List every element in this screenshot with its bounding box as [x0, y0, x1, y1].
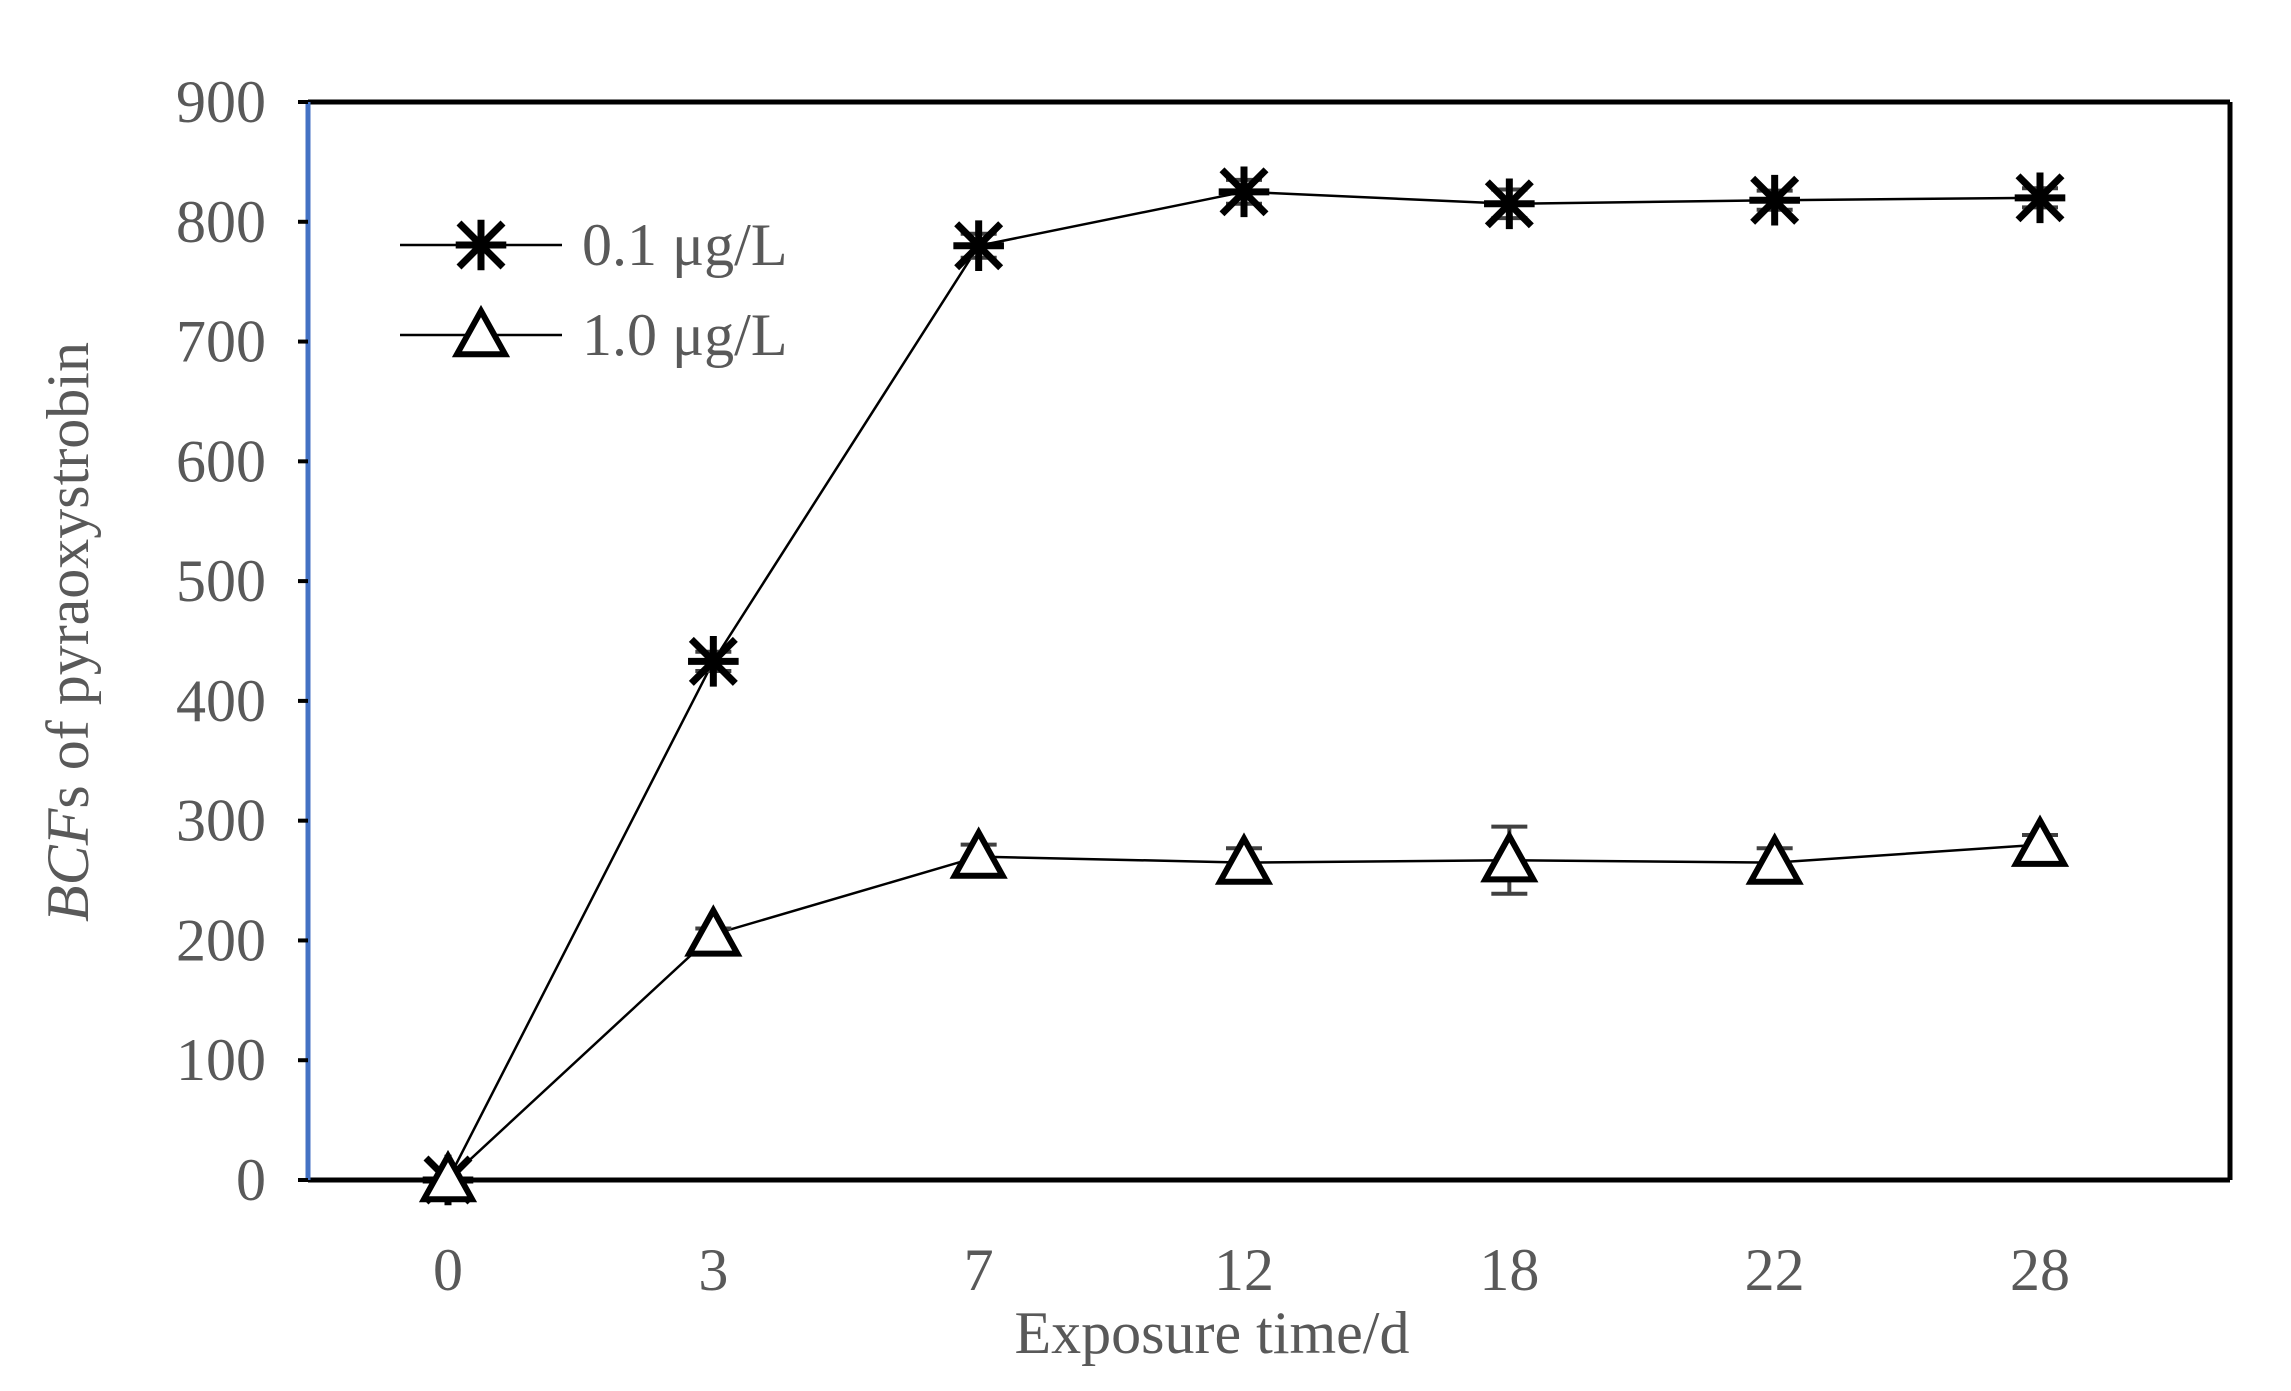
data-point-asterisk: [953, 220, 1004, 272]
x-tick-label: 22: [1745, 1237, 1805, 1303]
data-point-triangle: [1745, 832, 1804, 885]
y-tick-label: 0: [236, 1147, 266, 1213]
data-point-asterisk: [1218, 166, 1270, 218]
legend-item-1: 1.0 μg/L: [400, 302, 788, 368]
data-point-triangle: [2010, 814, 2070, 867]
legend-label: 0.1 μg/L: [582, 212, 788, 278]
x-tick-label: 18: [1479, 1237, 1539, 1303]
data-point-triangle: [418, 1149, 478, 1203]
series-line: [447, 843, 2041, 1181]
y-tick-label: 200: [176, 907, 266, 973]
y-tick-label: 600: [176, 428, 266, 494]
series-layer: [418, 166, 2070, 1206]
y-tick-label: 400: [176, 668, 266, 734]
data-point-asterisk: [2014, 172, 2066, 224]
legend-label: 1.0 μg/L: [582, 302, 788, 368]
tick-label-layer: 0 100 200 300 400 500 600 700 800 900 0 3 7 12 18 22 28: [176, 69, 2070, 1303]
y-tick-label: 700: [176, 309, 266, 375]
data-point-asterisk: [1484, 178, 1535, 230]
data-point-asterisk: [1749, 174, 1800, 226]
y-axis-title-rest: s of pyraoxystrobin: [35, 342, 101, 809]
y-tick-label: 900: [176, 69, 266, 135]
y-tick-label: 300: [176, 788, 266, 854]
x-tick-label: 3: [698, 1237, 728, 1303]
axis-layer: [298, 99, 2233, 1183]
y-tick-label: 800: [176, 189, 266, 255]
y-axis-title-italic: BCF: [35, 807, 101, 922]
x-axis-title: Exposure time/d: [1015, 1300, 1410, 1366]
data-point-asterisk: [688, 636, 739, 687]
series-0: [422, 166, 2066, 1206]
x-tick-label: 12: [1214, 1237, 1274, 1303]
data-point-triangle: [949, 826, 1008, 879]
x-tick-label: 0: [433, 1237, 463, 1303]
legend-item-0: 0.1 μg/L: [400, 212, 788, 278]
legend-layer: 0.1 μg/L 1.0 μg/L: [400, 212, 788, 368]
y-tick-label: 500: [176, 548, 266, 614]
data-point-triangle: [1480, 830, 1539, 883]
y-tick-label: 100: [176, 1027, 266, 1093]
x-tick-label: 28: [2010, 1237, 2070, 1303]
series-1: [418, 814, 2070, 1203]
legend-marker-triangle: [451, 304, 511, 358]
data-point-triangle: [684, 904, 743, 957]
legend-marker-asterisk: [455, 219, 507, 271]
x-tick-label: 7: [964, 1237, 994, 1303]
y-axis-title: BCFs of pyraoxystrobin: [35, 342, 101, 922]
data-point-triangle: [1214, 832, 1274, 885]
